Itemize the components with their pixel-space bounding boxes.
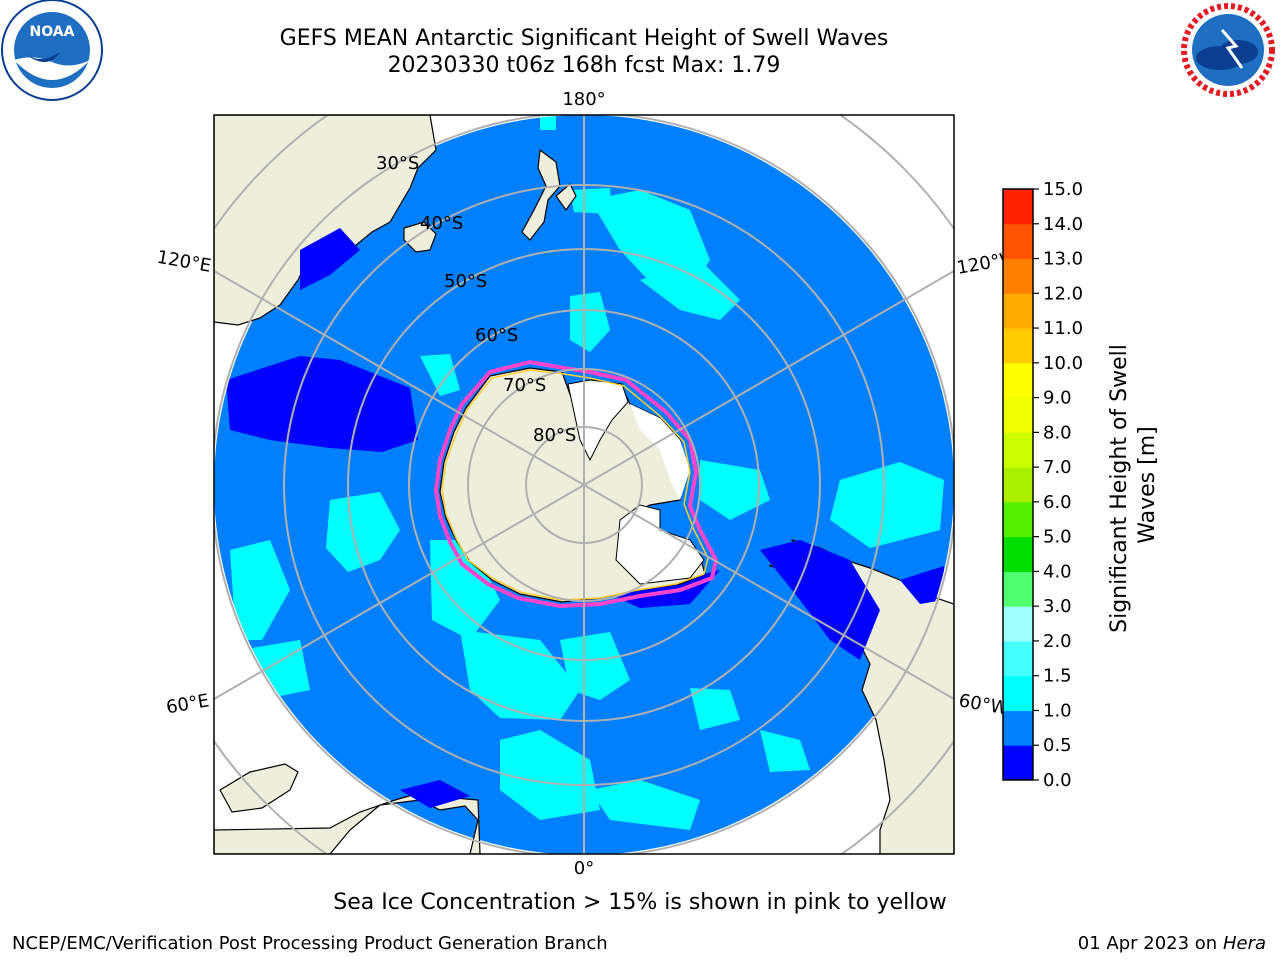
colorbar-tick-label: 14.0 xyxy=(1043,214,1083,235)
calm-region-drake xyxy=(760,540,880,660)
lon-label-60e: 60°E xyxy=(165,690,211,718)
calm-region-aus xyxy=(300,228,360,290)
colorbar-bin xyxy=(1003,640,1033,677)
calm-region-africa xyxy=(400,780,470,808)
colorbar-tick-label: 0.5 xyxy=(1043,735,1072,756)
sea-ice-edge xyxy=(433,359,719,609)
swell-patches xyxy=(230,116,944,830)
land-madagascar xyxy=(219,763,299,813)
colorbar-tick-label: 2.0 xyxy=(1043,631,1072,652)
colorbar: 0.0 0.5 1.0 1.5 2.0 3.0 4.0 5.0 6.0 7.0 8.0 9.0 10.0… xyxy=(1002,179,1083,791)
chart-subtitle: 20230330 t06z 168h fcst Max: 1.79 xyxy=(387,53,781,78)
lat-label-50s: 50°S xyxy=(444,271,487,292)
colorbar-tick-label: 8.0 xyxy=(1043,422,1072,443)
colorbar-tick-label: 5.0 xyxy=(1043,527,1072,548)
graticule xyxy=(214,115,954,854)
colorbar-bin xyxy=(1003,362,1033,399)
colorbar-frame xyxy=(1002,188,1034,781)
chart-title: GEFS MEAN Antarctic Significant Height o… xyxy=(279,26,889,51)
amundsen-ice xyxy=(630,404,690,500)
footer-date: 01 Apr 2023 on Hera xyxy=(1078,933,1266,954)
svg-text:NOAA: NOAA xyxy=(30,24,75,40)
colorbar-bin xyxy=(1003,328,1033,364)
lat-label-30s: 30°S xyxy=(376,153,419,174)
lon-label-180: 180° xyxy=(562,89,605,110)
footer-date-text: 01 Apr 2023 on xyxy=(1077,933,1218,954)
colorbar-bin xyxy=(1003,432,1033,468)
footer-branch: NCEP/EMC/Verification Post Processing Pr… xyxy=(12,933,608,954)
land-new-zealand-north xyxy=(555,183,577,212)
nws-logo xyxy=(1179,1,1277,99)
colorbar-bin xyxy=(1003,189,1033,225)
colorbar-bin xyxy=(1003,501,1033,538)
colorbar-bin xyxy=(1003,710,1033,746)
colorbar-bin xyxy=(1003,571,1033,607)
colorbar-bin xyxy=(1003,745,1033,781)
colorbar-bin xyxy=(1003,536,1033,572)
colorbar-tick-label: 1.5 xyxy=(1043,666,1072,687)
colorbar-tick-label: 3.0 xyxy=(1043,596,1072,617)
colorbar-bin xyxy=(1003,675,1033,711)
colorbar-tick-label: 0.0 xyxy=(1043,770,1072,791)
colorbar-bin xyxy=(1003,258,1033,294)
colorbar-bin xyxy=(1003,467,1033,503)
lat-label-70s: 70°S xyxy=(503,375,546,396)
sea-ice-note: Sea Ice Concentration > 15% is shown in … xyxy=(333,890,947,915)
colorbar-tick-label: 12.0 xyxy=(1043,283,1083,304)
footer-machine: Hera xyxy=(1222,933,1266,954)
lon-label-0: 0° xyxy=(574,858,594,879)
colorbar-tick-label: 9.0 xyxy=(1043,388,1072,409)
colorbar-bin xyxy=(1003,397,1033,433)
colorbar-label: Significant Height of Swell Waves [m] xyxy=(1107,337,1160,633)
lat-label-80s: 80°S xyxy=(533,425,576,446)
colorbar-tick-label: 15.0 xyxy=(1043,179,1083,200)
colorbar-tick-label: 4.0 xyxy=(1043,561,1072,582)
calm-region-sa-east xyxy=(900,566,944,604)
lon-label-120e: 120°E xyxy=(155,247,213,277)
map-frame xyxy=(213,114,955,855)
colorbar-tick-label: 6.0 xyxy=(1043,492,1072,513)
lat-label-60s: 60°S xyxy=(475,325,518,346)
svg-text:Significant Height of Swell: Significant Height of Swell Waves [m] xyxy=(1107,337,1160,633)
land-new-zealand xyxy=(521,148,561,241)
colorbar-bin xyxy=(1003,293,1033,329)
colorbar-tick-label: 10.0 xyxy=(1043,353,1083,374)
sea-ice-inner xyxy=(441,369,709,601)
colorbar-tick-label: 13.0 xyxy=(1043,249,1083,270)
colorbar-tick-label: 7.0 xyxy=(1043,457,1072,478)
colorbar-bin xyxy=(1003,606,1033,642)
calm-region-west xyxy=(226,356,418,452)
noaa-logo: NOAA xyxy=(1,0,103,101)
colorbar-bin xyxy=(1003,223,1033,260)
lat-label-40s: 40°S xyxy=(420,213,463,234)
colorbar-tick-label: 11.0 xyxy=(1043,318,1083,339)
colorbar-tick-label: 1.0 xyxy=(1043,700,1072,721)
